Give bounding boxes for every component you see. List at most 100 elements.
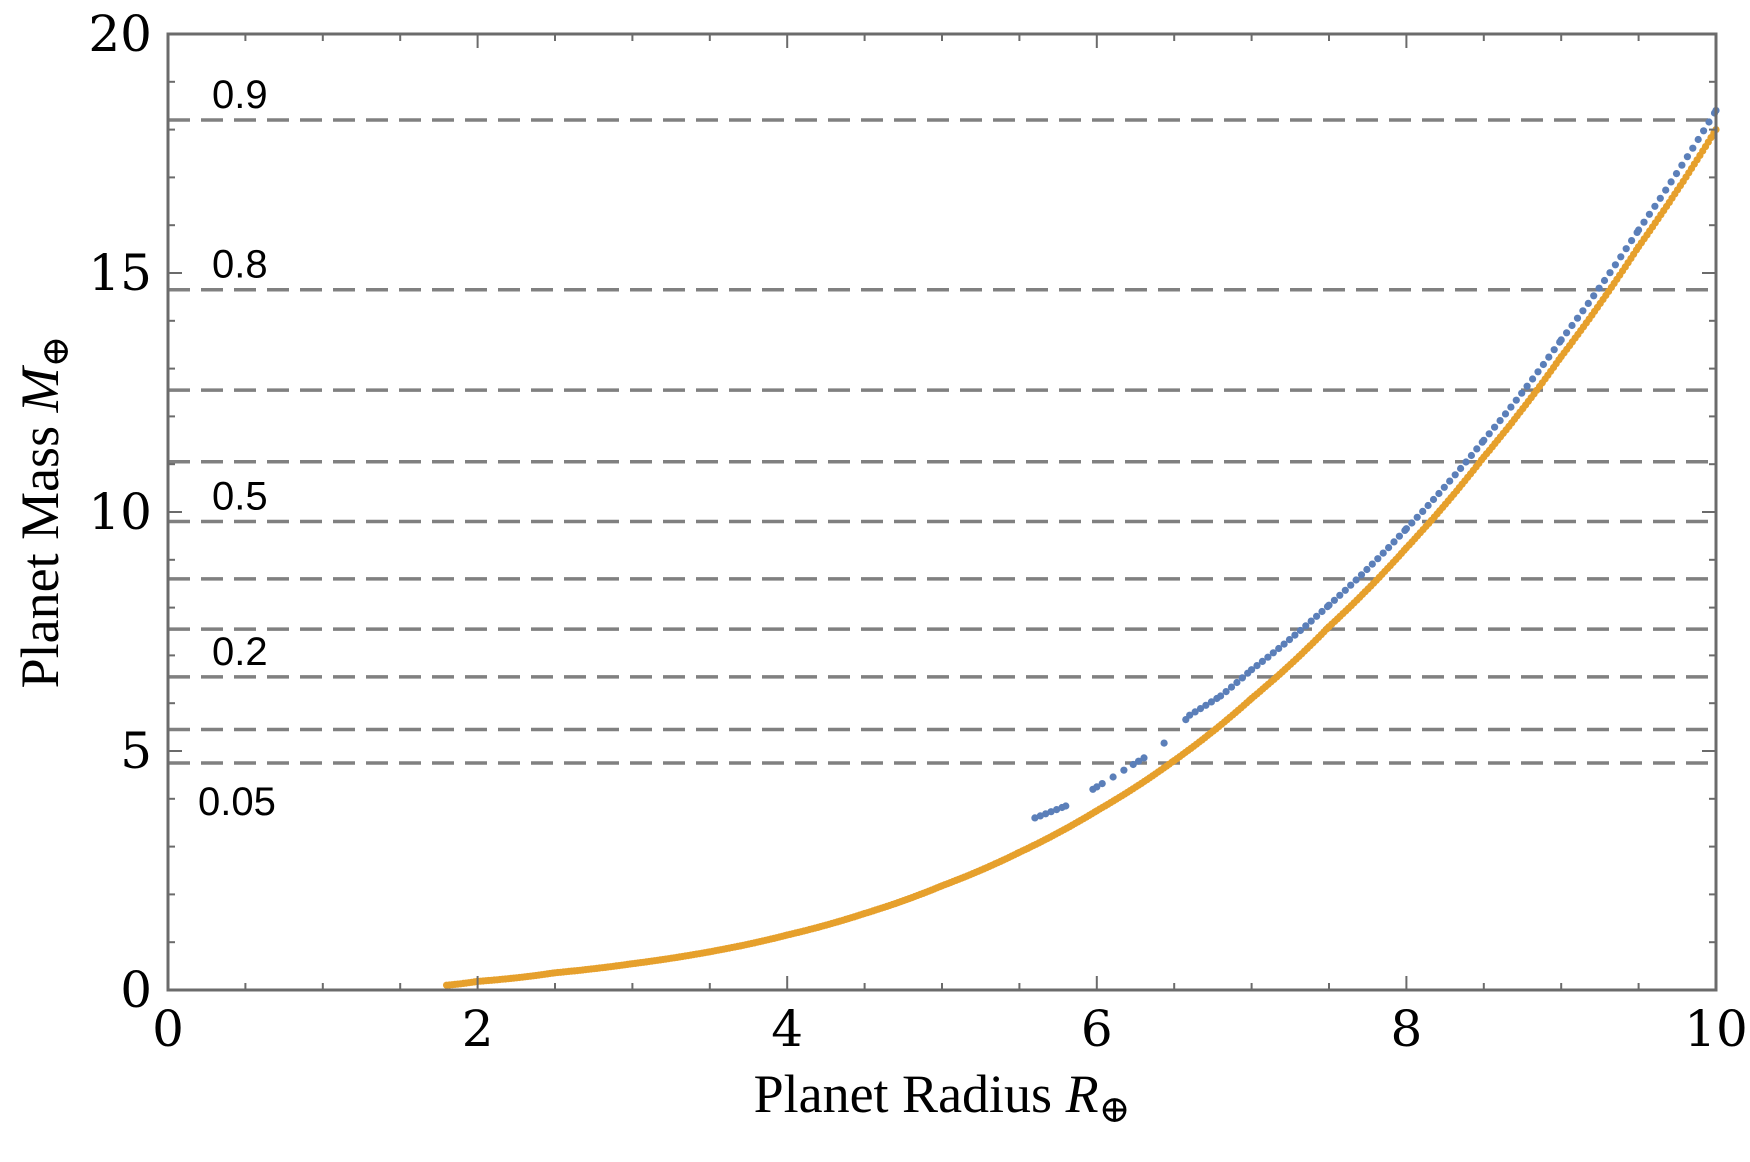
data-point [1347, 582, 1354, 589]
data-point [1414, 514, 1421, 521]
data-point [1612, 261, 1619, 268]
data-point [1623, 245, 1630, 252]
data-points [443, 107, 1720, 989]
data-point [1403, 525, 1410, 532]
data-point [1507, 404, 1514, 411]
data-point [1705, 118, 1712, 125]
data-point [1486, 430, 1493, 437]
reference-line-label: 0.9 [212, 73, 268, 117]
x-axis-subscript: ⊕ [1099, 1089, 1131, 1131]
data-point [1390, 538, 1397, 545]
data-point [1363, 566, 1370, 573]
data-point [1585, 300, 1592, 307]
data-point [1668, 178, 1675, 185]
data-point [1574, 315, 1581, 322]
data-point [1161, 740, 1168, 747]
data-point [1374, 555, 1381, 562]
reference-line-label: 0.05 [198, 780, 276, 824]
data-point [1551, 346, 1558, 353]
data-point [1099, 780, 1106, 787]
data-point [1635, 226, 1642, 233]
data-point [1628, 237, 1635, 244]
data-point [1545, 354, 1552, 361]
data-point [1513, 397, 1520, 404]
x-tick-label: 8 [1390, 1000, 1422, 1058]
data-point [1336, 592, 1343, 599]
tick-labels: 0 2 4 6 8 10 0 5 10 15 20 [88, 5, 1747, 1058]
data-point [1120, 767, 1127, 774]
data-point [1579, 307, 1586, 314]
plot-frame [168, 34, 1716, 990]
data-point [1446, 478, 1453, 485]
y-axis-subscript: ⊕ [35, 336, 77, 368]
data-point [1700, 127, 1707, 134]
data-point [1568, 322, 1575, 329]
data-point [1062, 802, 1069, 809]
data-point [1331, 597, 1338, 604]
data-point [1419, 508, 1426, 515]
data-point [1534, 368, 1541, 375]
data-point [1617, 253, 1624, 260]
data-point [1297, 627, 1304, 634]
data-point [1651, 203, 1658, 210]
x-tick-label: 6 [1081, 1000, 1113, 1058]
x-axis-symbol: R [1065, 1064, 1099, 1124]
data-point [1695, 136, 1702, 143]
data-point [1308, 618, 1315, 625]
y-tick-label: 0 [120, 961, 152, 1019]
data-point [1408, 519, 1415, 526]
data-point [1662, 187, 1669, 194]
data-point [1302, 622, 1309, 629]
reference-labels: 0.9 0.8 0.5 0.2 0.05 [198, 73, 276, 824]
data-point [1462, 458, 1469, 465]
y-tick-label: 5 [120, 722, 152, 780]
reference-line-label: 0.5 [212, 475, 268, 519]
data-point [1640, 219, 1647, 226]
y-tick-label: 10 [88, 483, 152, 541]
data-point [1502, 410, 1509, 417]
data-point [1325, 602, 1332, 609]
data-point [1678, 162, 1685, 169]
data-point [1441, 484, 1448, 491]
data-point [1518, 390, 1525, 397]
data-point [1291, 632, 1298, 639]
data-point [1430, 496, 1437, 503]
data-point [1353, 576, 1360, 583]
data-point [1342, 587, 1349, 594]
data-point [1480, 437, 1487, 444]
data-point [1457, 465, 1464, 472]
data-point [1468, 452, 1475, 459]
data-point [1435, 490, 1442, 497]
data-point [1110, 773, 1117, 780]
data-point [1596, 285, 1603, 292]
data-point [1529, 375, 1536, 382]
data-point [1396, 533, 1403, 540]
data-point [1673, 170, 1680, 177]
data-point [1563, 329, 1570, 336]
data-point [1380, 550, 1387, 557]
data-point [1473, 445, 1480, 452]
data-point [1313, 613, 1320, 620]
data-point [1318, 608, 1325, 615]
y-axis-title-text: Planet Mass [10, 426, 70, 689]
data-point [1239, 674, 1246, 681]
data-point [1657, 195, 1664, 202]
y-axis-title: Planet Mass M⊕ [10, 336, 77, 689]
y-axis-symbol: M [10, 364, 70, 413]
data-point [1524, 383, 1531, 390]
x-tick-label: 10 [1684, 1000, 1748, 1058]
x-tick-label: 0 [152, 1000, 184, 1058]
axis-ticks [168, 34, 1716, 990]
data-point [1689, 145, 1696, 152]
data-point [1385, 544, 1392, 551]
data-point [1540, 361, 1547, 368]
data-point [1606, 269, 1613, 276]
data-point [1590, 292, 1597, 299]
data-point [1497, 417, 1504, 424]
data-point [1558, 336, 1565, 343]
x-tick-label: 2 [462, 1000, 494, 1058]
x-tick-label: 4 [771, 1000, 803, 1058]
data-point [1358, 571, 1365, 578]
reference-line-label: 0.2 [212, 630, 268, 674]
